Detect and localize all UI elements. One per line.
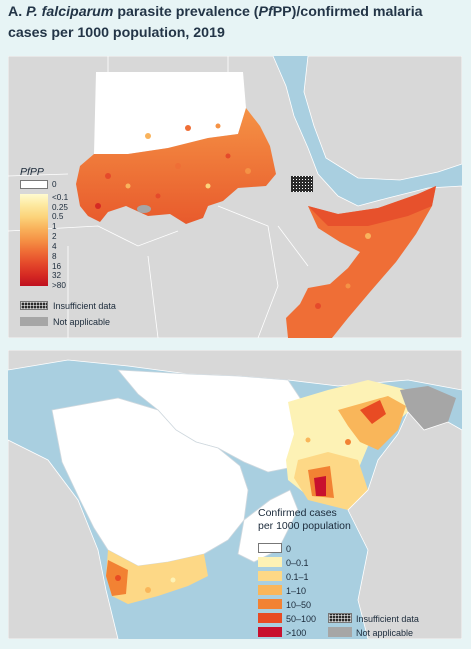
map-confirmed-cases [8, 350, 462, 639]
land-india [347, 411, 462, 639]
map-pfpp [8, 56, 462, 338]
legend-swatch-insufficient [20, 301, 48, 310]
legend-tick: >80 [52, 281, 66, 290]
heading-prefix: A. [8, 4, 23, 20]
heading-rest2: PP)/confirmed malaria cases per 1000 pop… [8, 4, 423, 41]
legend-not-applicable-label: Not applicable [356, 628, 414, 638]
legend-swatch-insufficient [328, 613, 352, 623]
heading-pf: Pf [258, 4, 273, 20]
land-africa [8, 439, 119, 639]
heading-species: P. falciparum [26, 4, 114, 20]
legend-insufficient-label: Insufficient data [53, 301, 116, 311]
legend-category-label: 50–100 [286, 614, 317, 624]
legend-not-applicable-label: Not applicable [53, 317, 111, 327]
legend-swatch-1 [258, 557, 282, 567]
legend-tick: 1 [52, 222, 57, 231]
legend-swatch-2 [258, 571, 282, 581]
legend-category-label: 0.1–1 [286, 572, 309, 582]
somalia-prevalence [286, 186, 436, 338]
legend-insufficient-label: Insufficient data [356, 614, 419, 624]
legend-tick: 0.25 [52, 203, 68, 212]
legend-swatch-zero [20, 180, 48, 189]
map-panel-confirmed-cases: Confirmed cases per 1000 population 0 0–… [8, 350, 462, 639]
legend-tick: 4 [52, 242, 57, 251]
legend-swatch-not-applicable [328, 627, 352, 637]
sudan-north-zero [94, 72, 246, 154]
legend-swatch-not-applicable [20, 317, 48, 326]
prevalence-speckle [95, 123, 251, 209]
borders [8, 56, 309, 338]
zero-region-oman [237, 489, 299, 563]
legend-tick: 0.5 [52, 212, 64, 221]
insufficient-data-area [291, 176, 313, 192]
legend-pfpp: PfPP 0 <0.1 0.25 0.5 1 2 4 8 16 32 >80 I… [18, 166, 128, 338]
legend-gradient-bar [20, 194, 48, 286]
land-arabia [303, 56, 462, 181]
legend-tick: 8 [52, 252, 57, 261]
legend-category-label: 1–10 [286, 586, 307, 596]
legend-category-label: 0 [286, 544, 292, 554]
legend-tick: 0 [52, 180, 57, 189]
legend-swatch-4 [258, 599, 282, 609]
legend-swatch-5 [258, 613, 282, 623]
legend-category-label: 10–50 [286, 600, 312, 610]
legend-tick: <0.1 [52, 193, 69, 202]
legend-swatch-3 [258, 585, 282, 595]
legend-category-label: >100 [286, 628, 307, 638]
map-panel-pfpp: PfPP 0 <0.1 0.25 0.5 1 2 4 8 16 32 >80 I… [8, 56, 462, 338]
figure-heading: A. P. falciparum parasite prevalence (Pf… [8, 2, 463, 44]
yemen-cases [106, 550, 208, 604]
not-applicable-area [137, 205, 151, 213]
zero-region-arabia [51, 397, 249, 567]
legend-category-label: 0–0.1 [286, 558, 309, 568]
legend-cases-title-line2: per 1000 population [258, 520, 351, 532]
legend-swatch-6 [258, 627, 282, 637]
legend-tick: 16 [52, 262, 62, 271]
legend-tick: 32 [52, 271, 62, 280]
heading-rest: parasite prevalence ( [117, 4, 259, 20]
legend-confirmed-cases: Confirmed cases per 1000 population 0 0–… [256, 507, 456, 638]
legend-swatch-0 [258, 543, 282, 553]
legend-tick: 2 [52, 232, 57, 241]
legend-pfpp-title: PfPP [20, 166, 44, 178]
not-applicable-area [400, 386, 456, 430]
legend-cases-title-line1: Confirmed cases [258, 507, 337, 519]
